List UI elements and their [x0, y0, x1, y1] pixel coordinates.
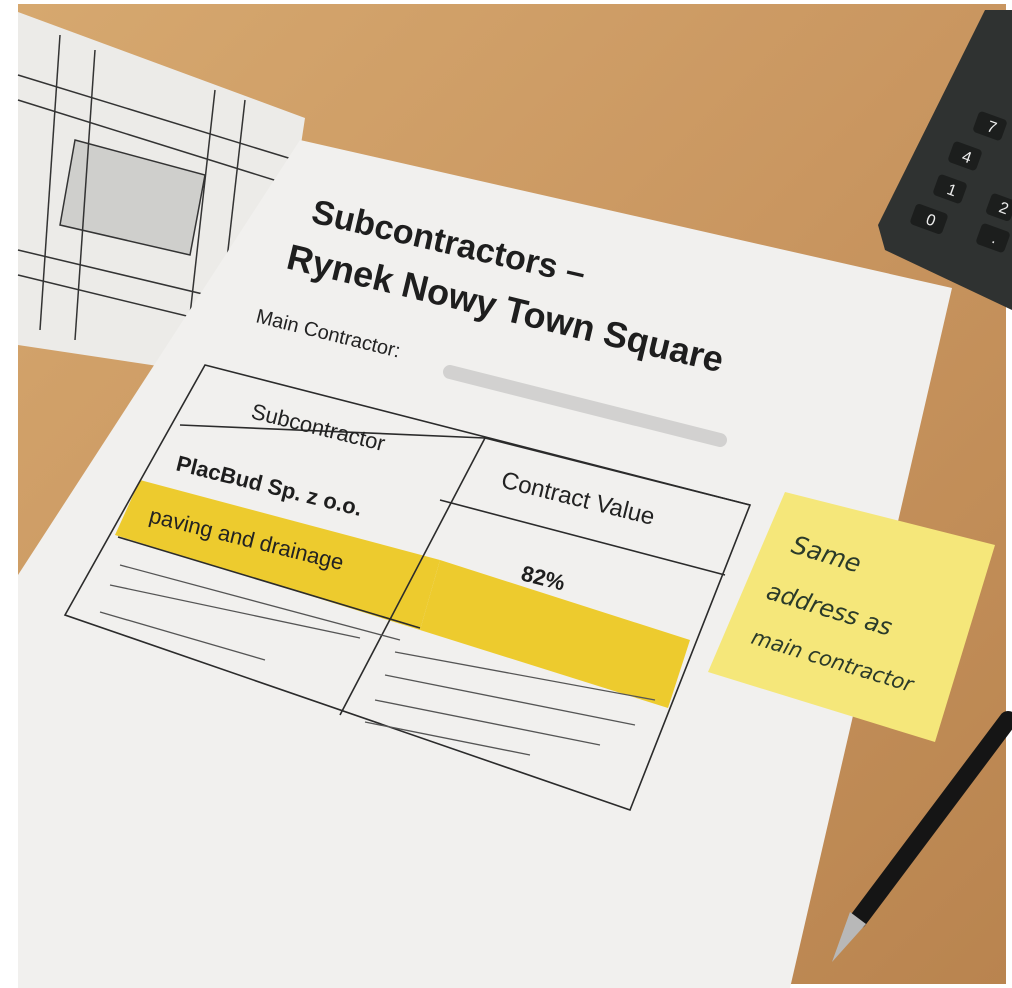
calculator: [878, 10, 1012, 310]
sticky-note: [708, 492, 995, 742]
highlight: [420, 560, 690, 708]
pen: [832, 711, 1012, 962]
document-sheet: [18, 140, 952, 988]
table-grid: [63, 364, 752, 812]
highlight: [115, 480, 440, 630]
key-label: .: [990, 230, 1000, 247]
redacted-field: [443, 365, 727, 447]
text-lines: [99, 564, 656, 756]
